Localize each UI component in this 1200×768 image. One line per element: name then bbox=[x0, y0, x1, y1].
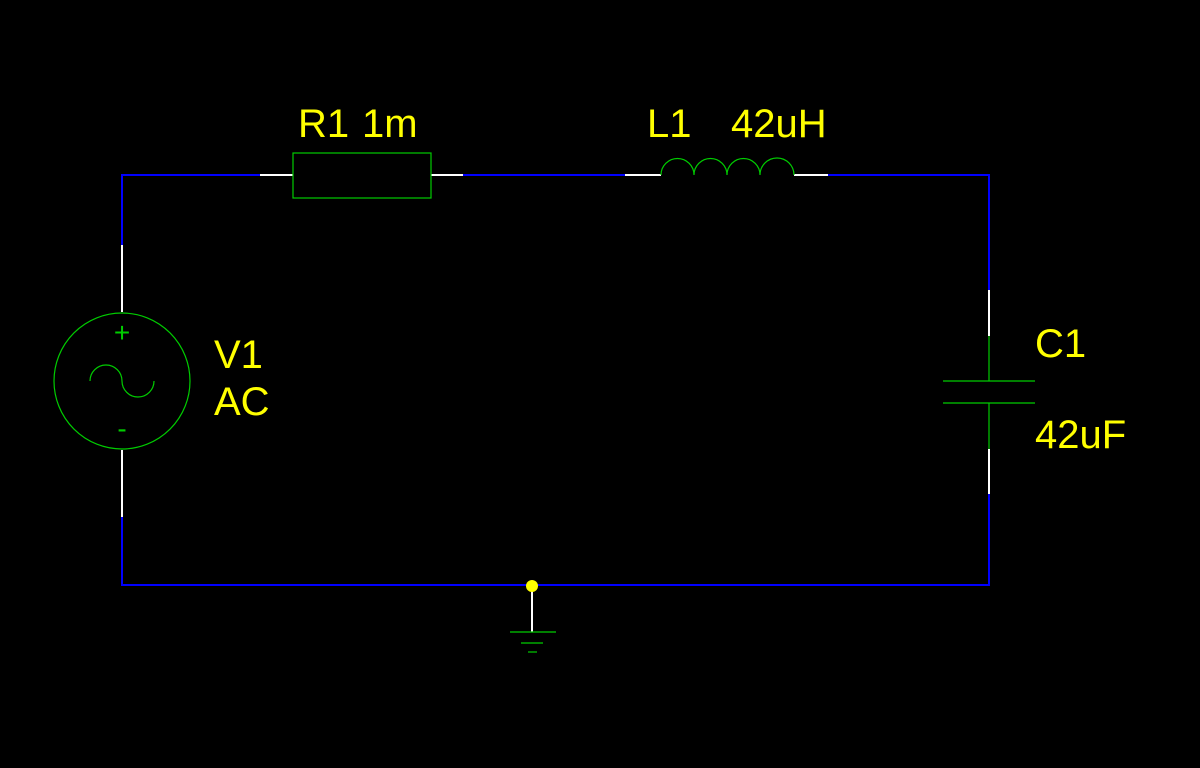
wire-top-left[interactable] bbox=[121, 174, 260, 245]
source-v1[interactable]: + - bbox=[53, 312, 191, 450]
resistor-r1-body[interactable] bbox=[292, 152, 432, 199]
inductor-value-label: 42uH bbox=[731, 102, 827, 146]
ground-icon[interactable] bbox=[510, 631, 556, 653]
source-v1-body[interactable] bbox=[53, 312, 191, 450]
sine-wave-icon bbox=[89, 364, 155, 398]
capacitor-value-label: 42uF bbox=[1035, 413, 1126, 457]
wires bbox=[121, 174, 990, 586]
inductor-ref-label: L1 bbox=[647, 102, 692, 146]
source-plus-sign: + bbox=[114, 317, 130, 348]
source-minus-sign: - bbox=[117, 413, 126, 444]
component-leads bbox=[121, 174, 990, 632]
resistor-ref-label: R1 bbox=[298, 102, 349, 146]
source-value-label: AC bbox=[214, 380, 270, 424]
source-ref-label: V1 bbox=[214, 333, 263, 377]
inductor-l1-coil[interactable] bbox=[660, 157, 795, 176]
wire-top-right[interactable] bbox=[828, 174, 990, 290]
junction-node[interactable] bbox=[526, 580, 538, 592]
wire-bottom[interactable] bbox=[121, 494, 990, 586]
resistor-value-label: 1m bbox=[362, 102, 418, 146]
capacitor-c1[interactable] bbox=[943, 336, 1035, 449]
component-labels: R1 1m L1 42uH V1 AC C1 42uF bbox=[214, 102, 1126, 457]
capacitor-ref-label: C1 bbox=[1035, 322, 1086, 366]
